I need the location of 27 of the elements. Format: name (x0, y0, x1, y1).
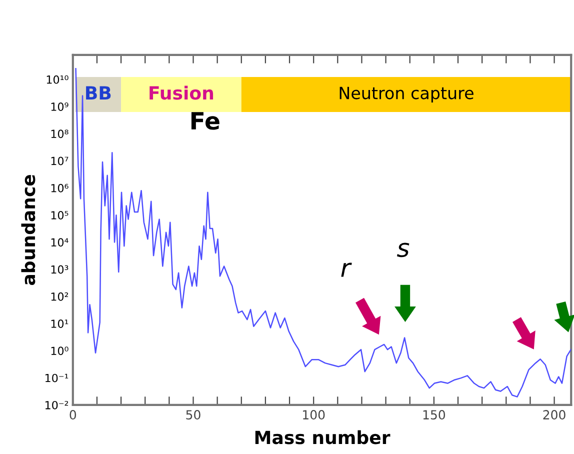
annotation: Fe (191, 112, 220, 130)
band-label: BB (86, 86, 111, 100)
x-tick-label: 200 (543, 410, 566, 420)
x-axis-title: Mass number (255, 430, 390, 444)
y-tick-label: 10² (51, 292, 68, 301)
y-tick-label: 10⁴ (51, 238, 68, 247)
x-tick-label: 0 (70, 410, 76, 420)
y-tick-label: 10⁶ (51, 184, 68, 192)
y-tick-label: 10⁻² (45, 400, 68, 410)
band-label: Fusion (150, 86, 214, 100)
y-tick-label: 10¹ (51, 320, 68, 328)
y-tick-label: 10⁹ (51, 102, 68, 111)
y-tick-label: 10⁷ (51, 156, 68, 166)
y-tick-label: 10⁸ (51, 130, 68, 138)
line-series (75, 68, 572, 398)
band-label: Neutron capture (340, 86, 474, 103)
y-tick-label: 10⁻¹ (45, 374, 68, 382)
annotation: r (341, 262, 352, 277)
y-tick-label: 10¹⁰ (46, 75, 68, 84)
y-tick-label: 10⁵ (51, 211, 68, 220)
y-tick-label: 10³ (51, 265, 68, 274)
y-axis-title: abundance (21, 174, 36, 286)
annotation: s (396, 242, 410, 258)
x-tick-label: 50 (186, 410, 200, 420)
x-tick-label: 100 (303, 410, 325, 420)
y-tick-label: 10⁰ (51, 346, 68, 356)
x-tick-label: 150 (423, 410, 446, 420)
